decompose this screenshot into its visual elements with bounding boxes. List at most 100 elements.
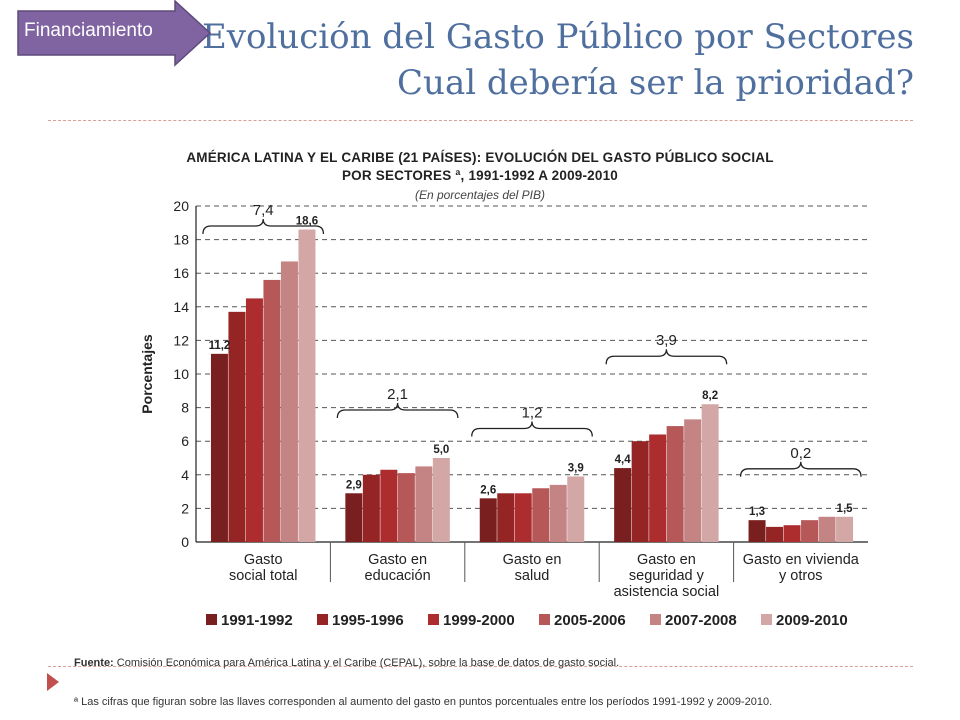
bar-2009-2010-0 [298,229,316,542]
data-label: 5,0 [433,444,449,456]
bar-2009-2010-2 [567,476,585,542]
source-label: Fuente: [74,657,114,669]
data-label: 2,9 [346,479,362,491]
slide-title-line2: Cual debería ser la prioridad? [397,63,914,103]
category-label: Gasto en vivienda [743,552,860,568]
data-label: 11,2 [209,340,231,352]
legend-label: 1991-1992 [221,612,293,629]
bullet-arrow-icon [47,673,59,691]
bar-1991-1992-1 [345,493,363,542]
bar-1999-2000-2 [514,493,532,542]
brace-label: 0,2 [790,445,811,462]
data-label: 2,6 [480,484,496,496]
brace-label: 1,2 [522,404,543,421]
brace-label: 2,1 [387,386,408,403]
y-tick-label: 14 [173,299,189,315]
y-tick-label: 10 [173,366,189,382]
legend-label: 2007-2008 [665,612,737,629]
y-tick-label: 20 [173,198,189,214]
data-label: 3,9 [568,462,584,474]
bar-1999-2000-1 [380,469,398,542]
bar-1995-1996-4 [766,526,784,542]
bar-2007-2008-4 [818,516,836,542]
brace [739,461,862,477]
y-tick-label: 8 [181,400,189,416]
bar-1999-2000-0 [245,298,263,542]
data-label: 18,6 [296,216,318,228]
bar-2007-2008-2 [549,484,567,542]
brace-label: 7,4 [253,202,274,219]
legend-label: 2009-2010 [776,612,848,629]
slide-title-line1: Evolución del Gasto Público por Sectores [201,17,914,57]
bar-2009-2010-4 [836,516,854,542]
category-label: y otros [779,568,823,584]
y-tick-label: 2 [181,500,189,516]
legend-swatch-1995-1996 [317,614,328,625]
bottom-divider [48,666,913,667]
category-label: salud [515,568,550,584]
bar-2009-2010-1 [432,458,450,542]
data-label: 1,5 [837,503,854,515]
bar-2005-2006-1 [397,473,415,542]
bar-1995-1996-0 [228,311,246,542]
brace [471,421,593,437]
category-label: Gasto en [503,552,562,568]
legend-label: 2005-2006 [554,612,626,629]
bar-1995-1996-1 [362,474,380,542]
bar-2007-2008-1 [415,466,433,542]
y-tick-label: 0 [181,534,189,550]
data-label: 8,2 [702,390,718,402]
bar-2005-2006-2 [532,488,550,542]
category-label: educación [365,568,431,584]
data-label: 1,3 [749,506,765,518]
bar-2007-2008-0 [280,261,298,542]
legend-swatch-1991-1992 [206,614,217,625]
top-divider [48,120,913,121]
chart-subtitle: (En porcentajes del PIB) [414,188,546,202]
brace [605,349,728,365]
bar-2005-2006-3 [666,426,684,542]
source-note: Fuente: Comisión Económica para América … [74,657,619,669]
brace [202,218,325,235]
bar-1991-1992-3 [614,468,632,542]
bar-1991-1992-4 [748,520,766,542]
legend-swatch-2007-2008 [650,614,661,625]
footnote: ª Las cifras que figuran sobre las llave… [74,696,773,708]
y-axis-label: Porcentajes [139,334,155,414]
y-tick-label: 18 [173,232,189,248]
bar-2005-2006-0 [263,279,281,542]
category-label: Gasto en [637,552,696,568]
legend-swatch-2005-2006 [539,614,550,625]
bar-1991-1992-2 [479,498,497,542]
legend-label: 1999-2000 [443,612,515,629]
bar-1995-1996-3 [631,441,649,542]
bar-2007-2008-3 [684,419,702,542]
bar-1991-1992-0 [210,353,228,542]
y-tick-label: 12 [173,332,189,348]
y-tick-label: 4 [181,467,189,483]
source-text: Comisión Económica para América Latina y… [113,657,620,669]
brace-label: 3,9 [656,332,677,349]
bar-2005-2006-4 [801,520,819,542]
badge-arrow-shape [17,0,212,67]
chart-title-line2: POR SECTORES ª, 1991-1992 A 2009-2010 [341,168,619,183]
category-label: asistencia social [614,584,720,600]
brace [336,402,459,419]
y-tick-label: 6 [181,433,189,449]
data-label: 4,4 [615,454,632,466]
chart-title-line1: AMÉRICA LATINA Y EL CARIBE (21 PAÍSES): … [186,150,774,165]
section-badge[interactable]: Financiamiento [0,0,215,73]
legend-label: 1995-1996 [332,612,404,629]
category-label: Gasto en [368,552,427,568]
y-tick-label: 16 [173,265,189,281]
legend-swatch-1999-2000 [428,614,439,625]
category-label: Gasto [244,552,283,568]
slide-title: Evolución del Gasto Público por Sectores… [154,14,914,106]
bar-1995-1996-2 [497,493,515,542]
bar-2009-2010-3 [701,404,719,542]
legend-swatch-2009-2010 [761,614,772,625]
bar-1999-2000-4 [783,525,801,542]
category-label: seguridad y [629,568,705,584]
badge-label: Financiamiento [24,20,153,41]
